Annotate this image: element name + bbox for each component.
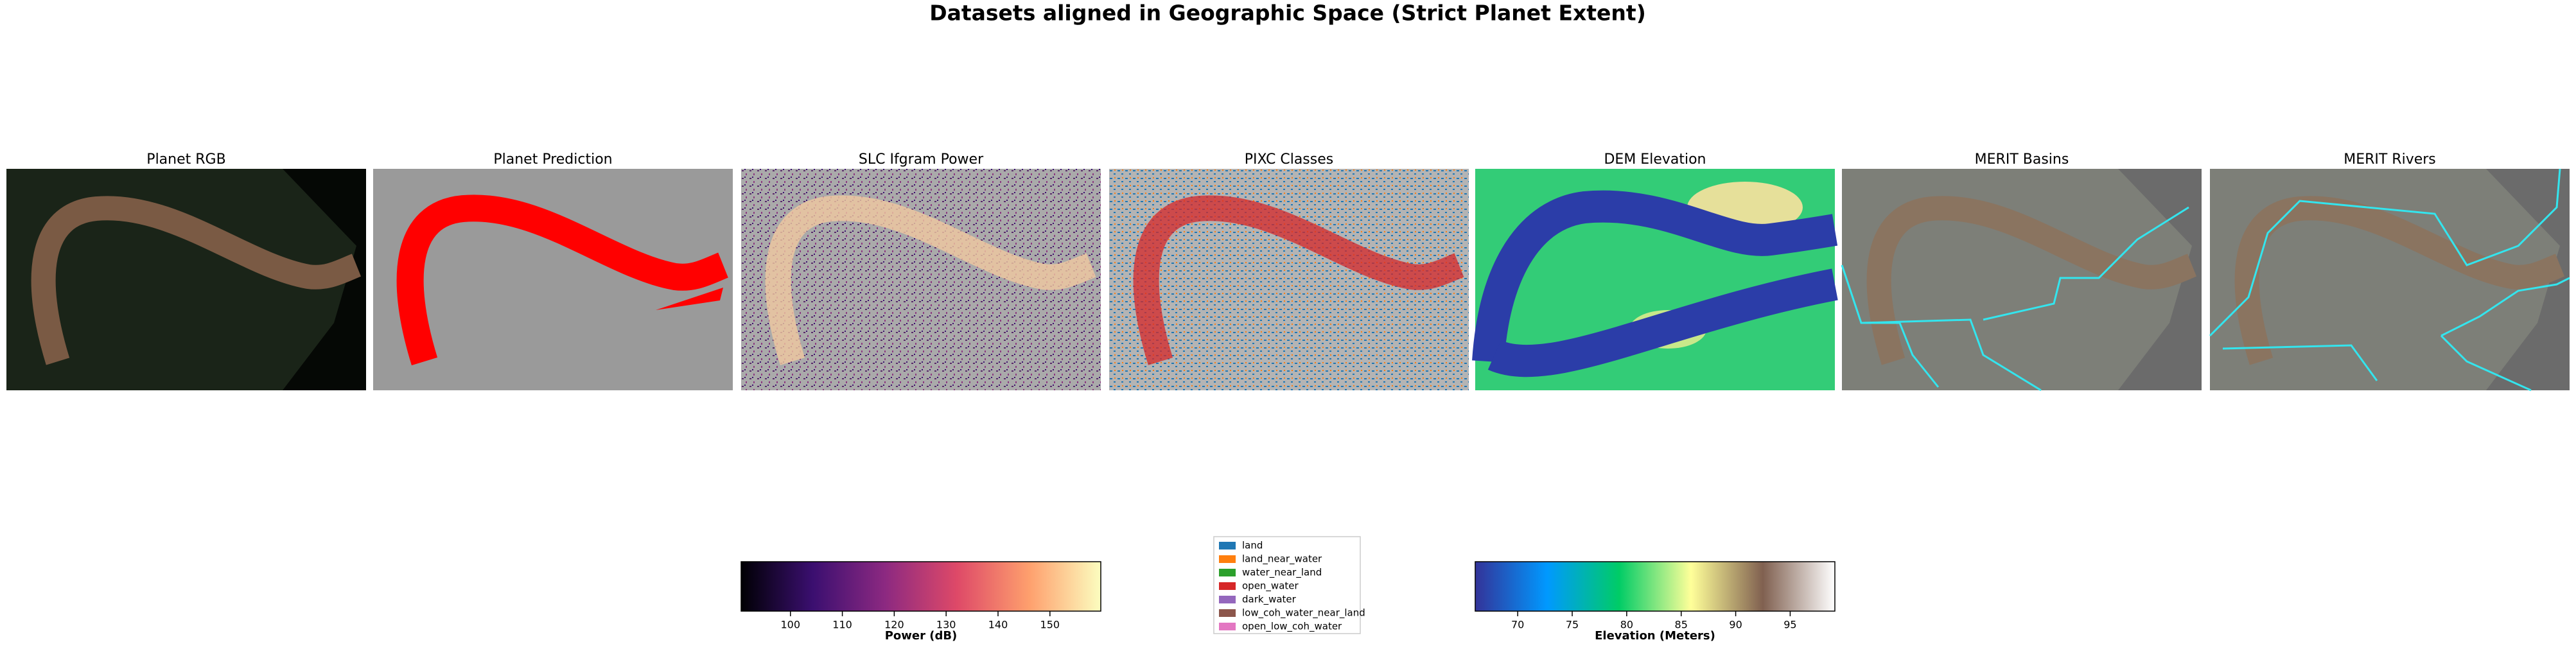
colorbar-label: Power (dB) bbox=[885, 629, 958, 643]
panel-image bbox=[373, 169, 733, 390]
panel-image bbox=[1109, 169, 1469, 390]
tick-label: 80 bbox=[1620, 619, 1633, 631]
legend-swatch bbox=[1219, 623, 1236, 630]
colorbar bbox=[1475, 561, 1836, 612]
panel-title: Planet RGB bbox=[146, 151, 225, 168]
panel-image bbox=[1841, 169, 2202, 392]
legend-label: water_near_land bbox=[1242, 567, 1322, 579]
tick-label: 95 bbox=[1783, 619, 1796, 631]
tick-label: 85 bbox=[1675, 619, 1688, 631]
legend-label: land_near_water bbox=[1242, 553, 1322, 566]
legend-swatch bbox=[1219, 555, 1236, 563]
legend-swatch bbox=[1219, 569, 1236, 576]
tick-label: 110 bbox=[832, 619, 852, 631]
panel-title: MERIT Rivers bbox=[2344, 151, 2436, 168]
legend-label: open_water bbox=[1242, 580, 1299, 593]
legend-label: open_low_coh_water bbox=[1242, 621, 1342, 633]
panel-image bbox=[2209, 168, 2570, 392]
legend-label: low_coh_water_near_land bbox=[1242, 607, 1365, 619]
legend-label: land bbox=[1242, 540, 1263, 551]
tick-label: 120 bbox=[884, 619, 904, 631]
panel-title: Planet Prediction bbox=[493, 151, 612, 168]
tick-label: 75 bbox=[1566, 619, 1579, 631]
tick-label: 100 bbox=[780, 619, 800, 631]
panel-image bbox=[741, 169, 1101, 390]
legend-swatch bbox=[1219, 542, 1236, 549]
panel-title: DEM Elevation bbox=[1604, 151, 1706, 168]
figure-title: Datasets aligned in Geographic Space (St… bbox=[929, 1, 1646, 26]
panel-title: PIXC Classes bbox=[1245, 151, 1333, 168]
legend-box bbox=[1213, 536, 1361, 634]
tick-label: 90 bbox=[1729, 619, 1742, 631]
panel-image bbox=[1475, 169, 1835, 390]
colorbar bbox=[740, 561, 1101, 612]
legend-swatch bbox=[1219, 596, 1236, 603]
panel-image bbox=[6, 169, 366, 390]
legend-swatch bbox=[1219, 609, 1236, 617]
legend-swatch bbox=[1219, 582, 1236, 590]
tick-label: 130 bbox=[936, 619, 956, 631]
tick-label: 150 bbox=[1040, 619, 1060, 631]
legend-label: dark_water bbox=[1242, 594, 1297, 606]
panel-title: MERIT Basins bbox=[1975, 151, 2069, 168]
colorbar-label: Elevation (Meters) bbox=[1595, 629, 1715, 643]
tick-label: 70 bbox=[1511, 619, 1524, 631]
tick-label: 140 bbox=[988, 619, 1008, 631]
panel-title: SLC Ifgram Power bbox=[859, 151, 984, 168]
